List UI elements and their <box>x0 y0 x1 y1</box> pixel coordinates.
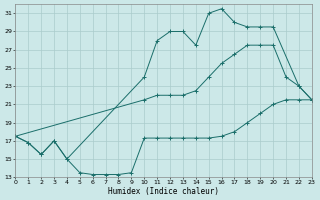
X-axis label: Humidex (Indice chaleur): Humidex (Indice chaleur) <box>108 187 219 196</box>
